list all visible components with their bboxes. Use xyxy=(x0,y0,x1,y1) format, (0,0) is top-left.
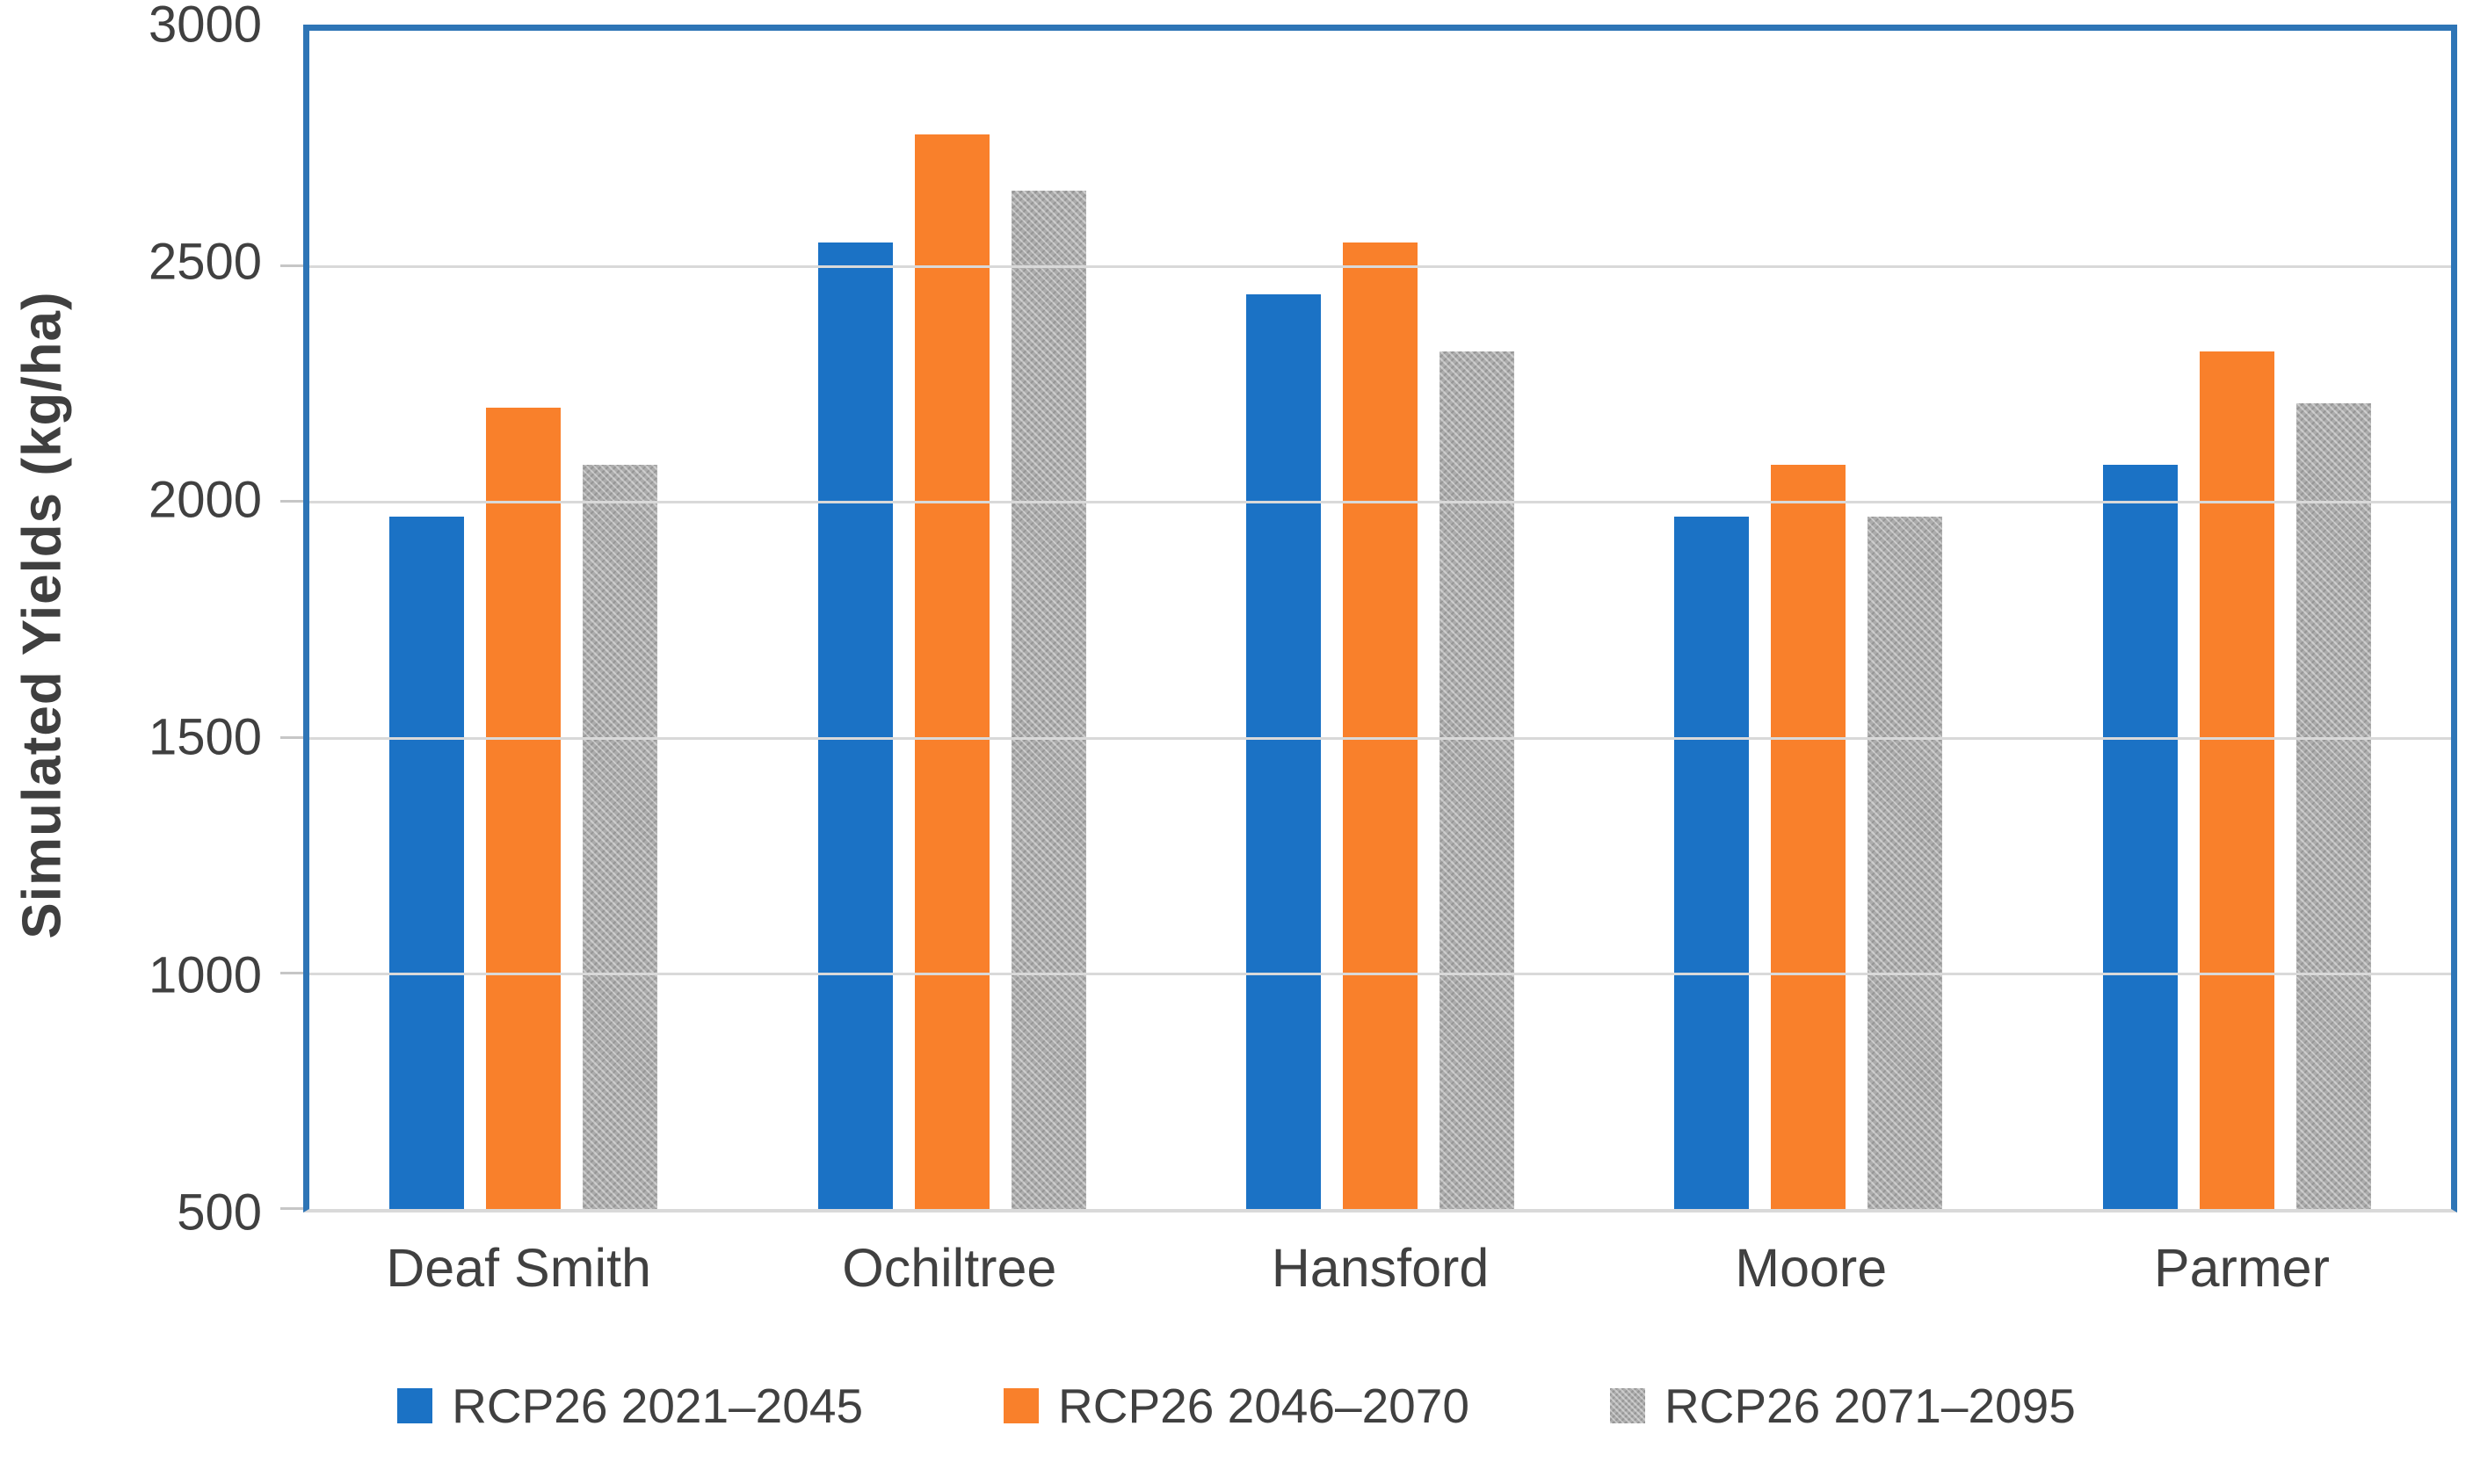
x-category-label: Hansford xyxy=(1271,1238,1490,1298)
bar xyxy=(1674,516,1750,1209)
bar-group-hansford xyxy=(1166,31,1594,1209)
bar xyxy=(1343,243,1418,1209)
y-tick-mark xyxy=(280,735,303,739)
gridline xyxy=(309,265,2451,269)
y-tick-mark xyxy=(280,1207,303,1210)
x-category-label: Deaf Smith xyxy=(386,1238,651,1298)
legend-item: RCP26 2021–2045 xyxy=(397,1378,863,1434)
bar xyxy=(2199,351,2274,1209)
x-category-label: Moore xyxy=(1735,1238,1888,1298)
y-tick-label: 1500 xyxy=(148,708,262,766)
y-tick-label: 2000 xyxy=(148,471,262,529)
legend-swatch-icon xyxy=(1609,1388,1645,1423)
bar-group-parmer xyxy=(2023,31,2451,1209)
y-tick-label: 3000 xyxy=(148,0,262,54)
bar xyxy=(1867,516,1943,1209)
y-tick-mark xyxy=(280,500,303,503)
bar xyxy=(1440,351,1515,1209)
y-tick-label: 2500 xyxy=(148,233,262,291)
x-axis-category-labels: Deaf Smith Ochiltree Hansford Moore Parmer xyxy=(303,1237,2457,1299)
legend: RCP26 2021–2045 RCP26 2046–2070 RCP26 2071… xyxy=(0,1378,2473,1434)
bar-group-moore xyxy=(1594,31,2022,1209)
y-tick-mark xyxy=(280,971,303,974)
bar xyxy=(389,516,465,1209)
x-category-label: Ochiltree xyxy=(842,1238,1057,1298)
legend-label: RCP26 2021–2045 xyxy=(452,1379,864,1433)
legend-item: RCP26 2046–2070 xyxy=(1004,1378,1469,1434)
bar-group-ochiltree xyxy=(737,31,1165,1209)
gridline xyxy=(309,501,2451,504)
bar xyxy=(583,464,658,1209)
y-tick-mark xyxy=(280,264,303,268)
bar xyxy=(2295,402,2371,1209)
legend-label: RCP26 2071–2095 xyxy=(1664,1379,2076,1433)
y-tick-label: 500 xyxy=(177,1184,262,1241)
bar xyxy=(2102,464,2178,1209)
gridline xyxy=(309,736,2451,740)
legend-label: RCP26 2046–2070 xyxy=(1058,1379,1469,1433)
bar-groups-container xyxy=(309,31,2451,1209)
legend-swatch-icon xyxy=(1004,1388,1040,1423)
gridline xyxy=(309,972,2451,975)
bar xyxy=(1771,464,1846,1209)
bar xyxy=(1011,191,1086,1209)
legend-swatch-icon xyxy=(397,1388,433,1423)
legend-item: RCP26 2071–2095 xyxy=(1609,1378,2076,1434)
plot-area xyxy=(280,25,2457,1213)
y-axis-tick-labels: 3000 2500 2000 1500 1000 500 xyxy=(0,0,262,1241)
bar xyxy=(817,243,893,1209)
bar xyxy=(486,408,562,1209)
x-category-label: Parmer xyxy=(2153,1238,2330,1298)
bar xyxy=(914,134,990,1209)
bar-group-deaf-smith xyxy=(309,31,737,1209)
bar xyxy=(1246,294,1322,1209)
y-tick-label: 1000 xyxy=(148,946,262,1004)
